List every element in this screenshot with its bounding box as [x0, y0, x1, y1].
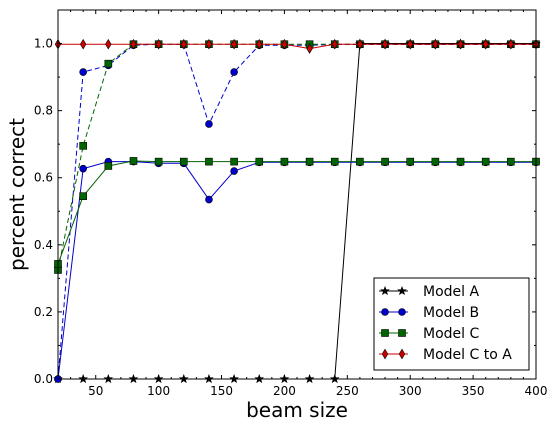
model-c-to-a-point — [432, 38, 439, 50]
model-c-to-a-point — [381, 38, 389, 50]
x-tick-label: 200 — [273, 384, 296, 398]
model-c-to-a-point — [331, 38, 338, 50]
series-5-point — [79, 142, 87, 150]
y-tick-label: 0.8 — [34, 104, 53, 118]
series-5-point — [104, 59, 113, 68]
legend-item-model-c-to-a: Model C to A — [379, 347, 512, 363]
x-axis-ticks: 50 100 150 200 250 300 350 400 — [70, 10, 548, 398]
y-tick-label: 0.6 — [34, 171, 53, 185]
model-c-to-a-point — [407, 38, 414, 50]
model-c-point — [230, 157, 238, 166]
legend-label: Model B — [423, 305, 479, 321]
model-b-point — [79, 164, 87, 173]
model-c-to-a-point — [356, 38, 364, 50]
legend-items: Model A Model B Model C Model C to A — [379, 284, 512, 363]
model-c-point — [280, 157, 289, 166]
model-c-point — [481, 157, 490, 166]
model-c-to-a-point — [105, 38, 112, 50]
y-tick-label: 0.2 — [34, 305, 53, 319]
model-c-to-a-point — [205, 38, 213, 50]
series-5-line — [57, 43, 536, 271]
x-tick-label: 400 — [525, 384, 548, 398]
model-c-point — [205, 157, 213, 166]
legend-marker — [397, 285, 407, 296]
x-tick-label: 250 — [336, 384, 359, 398]
y-tick-label: 0.4 — [34, 238, 53, 252]
x-tick-label: 100 — [147, 384, 170, 398]
model-c-point — [129, 157, 138, 165]
x-tick-label: 50 — [88, 384, 103, 398]
series-4-point — [79, 68, 87, 76]
legend-marker — [398, 308, 406, 316]
model-c-to-a-point — [281, 38, 288, 50]
legend-marker — [398, 329, 406, 337]
model-c-point — [456, 157, 465, 166]
model-c-point — [406, 157, 415, 166]
model-c-point — [104, 162, 113, 170]
model-c-to-a-point — [482, 38, 489, 50]
y-axis-title: percent correct — [5, 118, 29, 271]
model-b-point — [230, 167, 238, 175]
legend-marker — [380, 285, 390, 296]
model-c-to-a-point — [130, 38, 137, 50]
model-c-line — [57, 160, 536, 265]
legend-label: Model C — [423, 326, 479, 342]
model-c-point — [381, 157, 389, 166]
x-tick-label: 150 — [210, 384, 233, 398]
model-c-to-a-point — [80, 38, 87, 50]
model-c-to-a-point — [507, 38, 514, 50]
y-axis-ticks: 0.0 0.2 0.4 0.6 0.8 1.0 — [34, 37, 536, 386]
model-c-point — [330, 157, 339, 166]
legend-item-model-c: Model C — [379, 326, 479, 342]
model-c-point — [356, 157, 364, 166]
series-5-series — [54, 40, 540, 274]
model-c-to-a-point — [457, 38, 464, 50]
legend-label: Model C to A — [423, 347, 512, 363]
model-c-point — [431, 157, 440, 166]
legend-item-model-a: Model A — [379, 284, 479, 300]
x-axis-title: beam size — [246, 398, 348, 422]
legend-item-model-b: Model B — [379, 305, 479, 321]
model-c-point — [154, 157, 163, 166]
model-c-to-a-series — [54, 38, 540, 54]
legend-marker — [381, 329, 389, 337]
model-c-to-a-point — [230, 38, 238, 50]
model-c-to-a-point — [256, 38, 263, 50]
legend-marker — [398, 348, 406, 360]
legend: Model A Model B Model C Model C to A — [373, 277, 530, 371]
legend-label: Model A — [423, 284, 479, 300]
series-4-point — [205, 120, 213, 128]
series-4-line — [57, 43, 536, 380]
model-c-point — [179, 157, 188, 166]
model-c-point — [79, 192, 87, 200]
model-c-to-a-point — [306, 43, 313, 54]
y-tick-label: 0.0 — [34, 372, 53, 386]
model-c-point — [255, 157, 264, 166]
model-c-to-a-point — [155, 38, 162, 50]
x-tick-label: 300 — [399, 384, 422, 398]
model-c-to-a-line — [58, 43, 536, 50]
legend-marker — [381, 348, 389, 360]
legend-marker — [381, 308, 389, 316]
x-tick-label: 350 — [462, 384, 485, 398]
model-c-series — [54, 157, 540, 268]
model-c-point — [305, 157, 314, 166]
y-tick-label: 1.0 — [34, 37, 53, 51]
model-b-line — [57, 161, 536, 380]
model-c-point — [507, 157, 515, 166]
series-4-point — [230, 68, 238, 76]
model-b-point — [205, 195, 213, 204]
model-c-to-a-point — [180, 38, 187, 50]
